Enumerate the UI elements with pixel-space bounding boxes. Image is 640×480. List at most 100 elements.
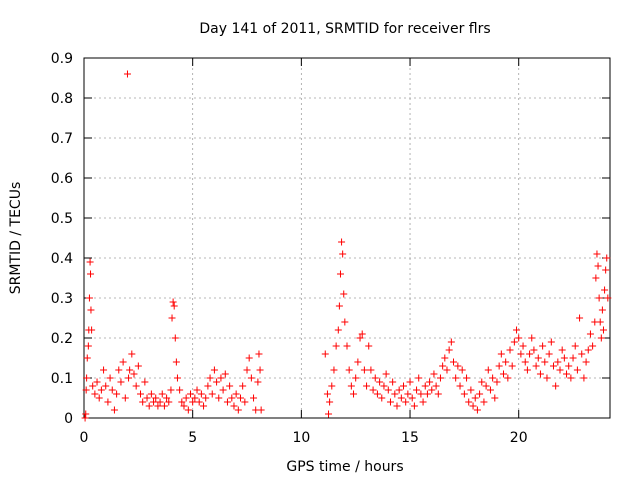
data-point: [528, 334, 536, 342]
data-point: [596, 318, 604, 326]
data-point: [569, 354, 577, 362]
data-point: [239, 382, 247, 390]
data-point: [200, 402, 208, 410]
chart-title: Day 141 of 2011, SRMTID for receiver flr…: [199, 21, 490, 37]
y-tick-label: 0.6: [51, 171, 73, 187]
data-point: [123, 70, 131, 78]
data-point: [421, 382, 429, 390]
data-point: [82, 410, 90, 418]
y-tick-label: 0.4: [51, 251, 73, 267]
data-point: [534, 354, 542, 362]
data-point: [178, 398, 186, 406]
data-point: [447, 338, 455, 346]
data-point: [167, 386, 175, 394]
data-point: [202, 394, 210, 402]
data-point: [601, 286, 609, 294]
data-point: [139, 398, 147, 406]
data-point: [450, 358, 458, 366]
y-tick-label: 0.2: [51, 331, 73, 347]
data-point: [463, 374, 471, 382]
data-point: [486, 386, 494, 394]
data-point: [419, 398, 427, 406]
data-point: [104, 398, 112, 406]
data-point: [143, 394, 151, 402]
x-tick-label: 20: [510, 430, 528, 446]
data-point: [582, 358, 590, 366]
data-point: [106, 374, 114, 382]
data-point: [334, 326, 342, 334]
y-tick-label: 0.1: [51, 371, 73, 387]
data-point: [82, 386, 90, 394]
data-point: [589, 342, 597, 350]
data-point: [599, 326, 607, 334]
data-point: [454, 362, 462, 370]
data-point: [189, 398, 197, 406]
data-point: [391, 390, 399, 398]
data-point: [549, 362, 557, 370]
data-point: [340, 290, 348, 298]
data-point: [547, 338, 555, 346]
data-point: [526, 350, 534, 358]
data-point: [436, 374, 444, 382]
data-point: [152, 394, 160, 402]
data-point: [393, 402, 401, 410]
data-point: [380, 382, 388, 390]
data-point: [432, 382, 440, 390]
data-points: [81, 70, 612, 422]
data-point: [197, 390, 205, 398]
data-point: [367, 366, 375, 374]
data-point: [506, 346, 514, 354]
y-tick-label: 0.9: [51, 51, 73, 67]
data-point: [530, 346, 538, 354]
data-point: [97, 386, 105, 394]
data-point: [191, 394, 199, 402]
data-point: [560, 354, 568, 362]
data-point: [184, 406, 192, 414]
data-point: [604, 294, 612, 302]
data-point: [141, 378, 149, 386]
data-point: [460, 390, 468, 398]
x-tick-label: 10: [292, 430, 310, 446]
data-point: [204, 382, 212, 390]
data-point: [458, 366, 466, 374]
data-point: [495, 362, 503, 370]
data-point: [241, 398, 249, 406]
data-point: [519, 342, 527, 350]
data-point: [578, 350, 586, 358]
x-tick-label: 5: [188, 430, 197, 446]
data-point: [83, 354, 91, 362]
data-point: [541, 358, 549, 366]
data-point: [168, 314, 176, 322]
data-point: [339, 250, 347, 258]
data-point: [110, 406, 118, 414]
data-point: [338, 238, 346, 246]
data-point: [369, 386, 377, 394]
y-axis-label: SRMTID / TECUs: [8, 182, 24, 295]
data-point: [180, 402, 188, 410]
data-point: [573, 366, 581, 374]
data-point: [543, 374, 551, 382]
data-point: [410, 402, 418, 410]
data-point: [223, 398, 231, 406]
data-point: [443, 366, 451, 374]
data-point: [87, 306, 95, 314]
data-point: [465, 398, 473, 406]
data-point: [213, 378, 221, 386]
data-point: [484, 366, 492, 374]
y-tick-label: 0.7: [51, 131, 73, 147]
data-point: [404, 390, 412, 398]
data-point: [119, 358, 127, 366]
data-point: [567, 374, 575, 382]
data-point: [215, 394, 223, 402]
data-point: [508, 362, 516, 370]
data-point: [350, 390, 358, 398]
data-point: [408, 394, 416, 402]
data-point: [386, 398, 394, 406]
data-point: [341, 318, 349, 326]
data-point: [363, 382, 371, 390]
data-point: [499, 370, 507, 378]
data-point: [160, 402, 168, 410]
data-point: [536, 370, 544, 378]
data-point: [121, 394, 129, 402]
data-point: [384, 386, 392, 394]
